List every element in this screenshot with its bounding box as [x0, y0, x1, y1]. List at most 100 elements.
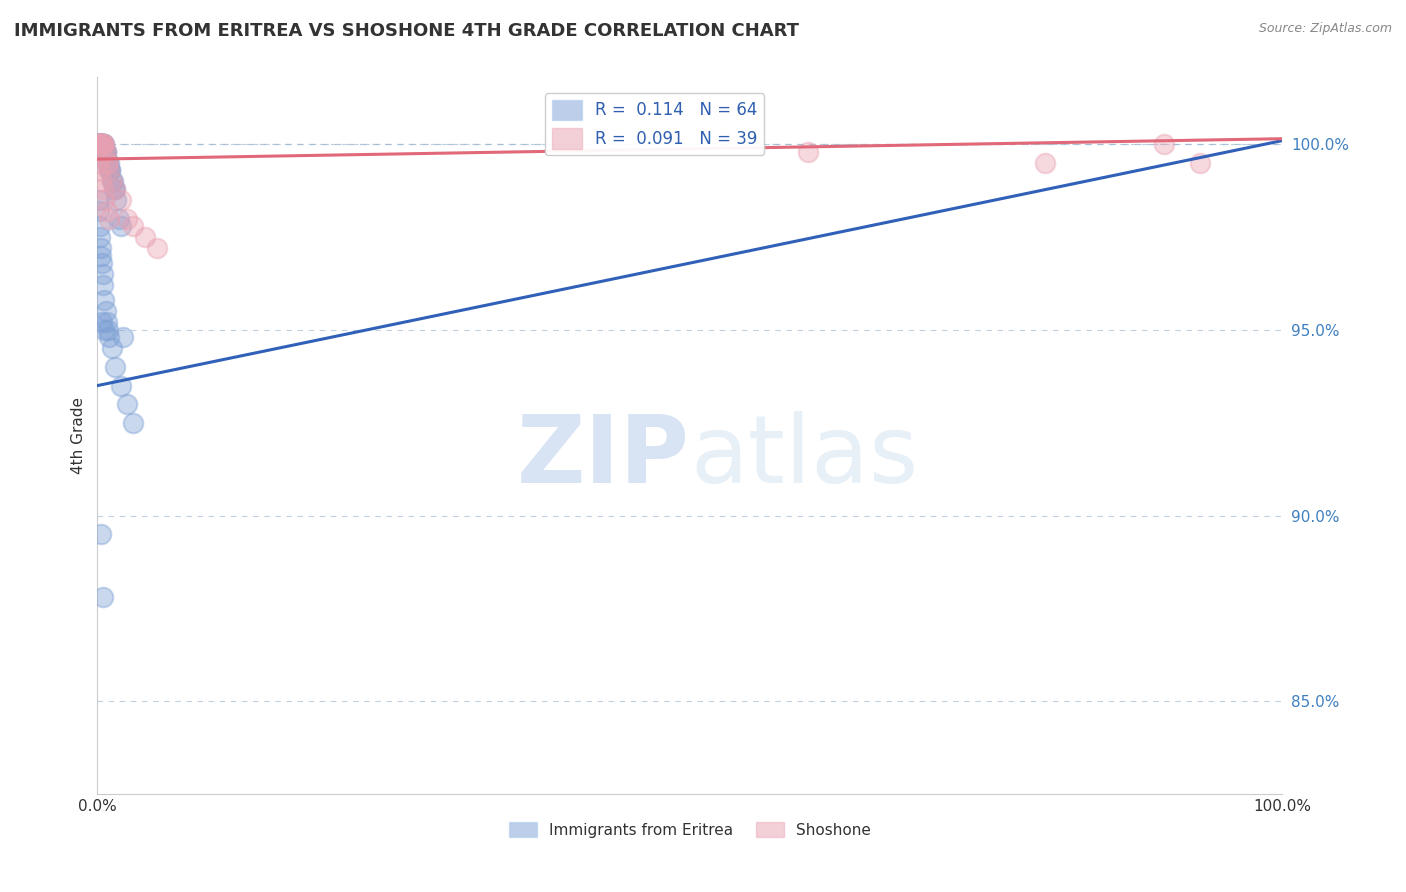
Point — [112, 330, 135, 344]
Point — [91, 316, 114, 330]
Point — [87, 193, 110, 207]
Point — [98, 330, 121, 344]
Point — [110, 219, 132, 233]
Point — [90, 137, 112, 152]
Point — [105, 193, 128, 207]
Legend: Immigrants from Eritrea, Shoshone: Immigrants from Eritrea, Shoshone — [503, 815, 877, 844]
Point — [89, 137, 111, 152]
Point — [93, 145, 115, 159]
Point — [89, 137, 111, 152]
Point — [91, 137, 114, 152]
Point — [91, 137, 114, 152]
Point — [145, 241, 167, 255]
Point — [87, 137, 110, 152]
Point — [93, 137, 115, 152]
Point — [87, 137, 110, 152]
Point — [97, 156, 120, 170]
Point — [93, 193, 115, 207]
Point — [90, 137, 112, 152]
Point — [87, 137, 110, 152]
Point — [89, 137, 111, 152]
Point — [93, 145, 115, 159]
Point — [89, 137, 111, 152]
Point — [89, 137, 111, 152]
Point — [96, 145, 118, 159]
Point — [110, 378, 132, 392]
Text: ZIP: ZIP — [517, 411, 690, 503]
Point — [93, 293, 115, 308]
Point — [91, 278, 114, 293]
Point — [91, 137, 114, 152]
Point — [93, 323, 115, 337]
Text: atlas: atlas — [690, 411, 918, 503]
Point — [115, 211, 138, 226]
Point — [91, 137, 114, 152]
Point — [90, 174, 112, 188]
Point — [89, 156, 111, 170]
Point — [96, 156, 118, 170]
Point — [134, 230, 156, 244]
Point — [89, 137, 111, 152]
Point — [100, 174, 122, 188]
Point — [1188, 156, 1211, 170]
Text: Source: ZipAtlas.com: Source: ZipAtlas.com — [1258, 22, 1392, 36]
Point — [104, 182, 127, 196]
Point — [100, 342, 122, 356]
Point — [98, 163, 121, 178]
Point — [89, 137, 111, 152]
Point — [122, 219, 145, 233]
Point — [115, 397, 138, 411]
Point — [94, 145, 117, 159]
Point — [104, 359, 127, 374]
Point — [110, 193, 132, 207]
Point — [103, 182, 125, 196]
Point — [89, 219, 111, 233]
Text: IMMIGRANTS FROM ERITREA VS SHOSHONE 4TH GRADE CORRELATION CHART: IMMIGRANTS FROM ERITREA VS SHOSHONE 4TH … — [14, 22, 799, 40]
Point — [89, 137, 111, 152]
Point — [98, 163, 121, 178]
Point — [87, 137, 110, 152]
Point — [90, 241, 112, 255]
Point — [90, 137, 112, 152]
Point — [94, 304, 117, 318]
Point — [89, 137, 111, 152]
Point — [93, 145, 115, 159]
Point — [93, 145, 115, 159]
Point — [90, 249, 112, 263]
Point — [87, 137, 110, 152]
Point — [89, 163, 111, 178]
Point — [91, 182, 114, 196]
Point — [97, 156, 120, 170]
Point — [87, 137, 110, 152]
Point — [96, 156, 118, 170]
Point — [96, 316, 118, 330]
Point — [91, 137, 114, 152]
Point — [91, 137, 114, 152]
Point — [90, 527, 112, 541]
Point — [94, 145, 117, 159]
Point — [96, 156, 118, 170]
Point — [89, 204, 111, 219]
Point — [93, 137, 115, 152]
Point — [89, 137, 111, 152]
Point — [1035, 156, 1057, 170]
Point — [91, 137, 114, 152]
Point — [90, 137, 112, 152]
Point — [89, 230, 111, 244]
Point — [1153, 137, 1175, 152]
Point — [90, 137, 112, 152]
Point — [87, 137, 110, 152]
Point — [96, 204, 118, 219]
Point — [98, 163, 121, 178]
Point — [90, 137, 112, 152]
Point — [90, 137, 112, 152]
Point — [104, 182, 127, 196]
Point — [97, 156, 120, 170]
Point — [87, 137, 110, 152]
Point — [122, 416, 145, 430]
Point — [100, 163, 122, 178]
Point — [97, 323, 120, 337]
Point — [91, 267, 114, 281]
Point — [94, 145, 117, 159]
Point — [91, 591, 114, 605]
